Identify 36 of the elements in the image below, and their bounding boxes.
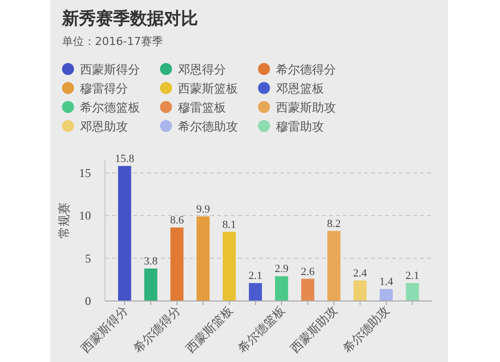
legend-label: 西蒙斯得分 bbox=[80, 62, 140, 76]
x-tick-label: 希尔德助攻 bbox=[340, 303, 392, 356]
x-tick-label: 西蒙斯助攻 bbox=[288, 303, 340, 356]
data-label: 3.8 bbox=[144, 256, 158, 268]
y-tick-label: 10 bbox=[79, 208, 91, 223]
data-label: 2.1 bbox=[248, 270, 262, 282]
y-tick-label: 15 bbox=[79, 166, 91, 180]
legend-label: 西蒙斯助攻 bbox=[276, 100, 336, 114]
y-axis-title: 常规赛 bbox=[57, 202, 71, 238]
data-label: 2.6 bbox=[300, 266, 316, 278]
legend-label: 邓恩得分 bbox=[178, 62, 226, 76]
legend-label: 穆雷篮板 bbox=[178, 100, 226, 114]
chart-title: 新秀赛季数据对比 bbox=[61, 9, 198, 29]
legend-label: 邓恩助攻 bbox=[80, 120, 128, 134]
y-tick-label: 0 bbox=[85, 294, 91, 308]
data-label: 8.2 bbox=[327, 218, 341, 230]
legend-label: 西蒙斯篮板 bbox=[178, 82, 238, 96]
data-label: 1.4 bbox=[379, 276, 394, 288]
legend-label: 邓恩篮板 bbox=[276, 82, 324, 96]
x-tick-label: 西蒙斯篮板 bbox=[183, 303, 236, 356]
data-label: 8.1 bbox=[222, 218, 236, 231]
x-tick-label: 希尔德得分 bbox=[130, 303, 184, 356]
data-label: 15.8 bbox=[114, 152, 135, 165]
data-label: 2.4 bbox=[353, 267, 368, 280]
y-tick-label: 5 bbox=[85, 251, 91, 266]
legend-label: 穆雷助攻 bbox=[276, 120, 324, 134]
legend-label: 希尔德篮板 bbox=[80, 100, 140, 114]
x-tick-label: 希尔德篮板 bbox=[235, 303, 288, 356]
data-label: 2.9 bbox=[274, 263, 289, 276]
data-label: 9.9 bbox=[196, 203, 210, 216]
chart-subtitle: 单位：2016-17赛季 bbox=[62, 35, 163, 48]
legend-label: 希尔德得分 bbox=[276, 62, 336, 76]
data-label: 2.1 bbox=[406, 270, 420, 282]
legend-label: 穆雷得分 bbox=[80, 82, 128, 96]
legend-label: 希尔德助攻 bbox=[178, 120, 238, 134]
data-label: 8.6 bbox=[170, 214, 184, 227]
